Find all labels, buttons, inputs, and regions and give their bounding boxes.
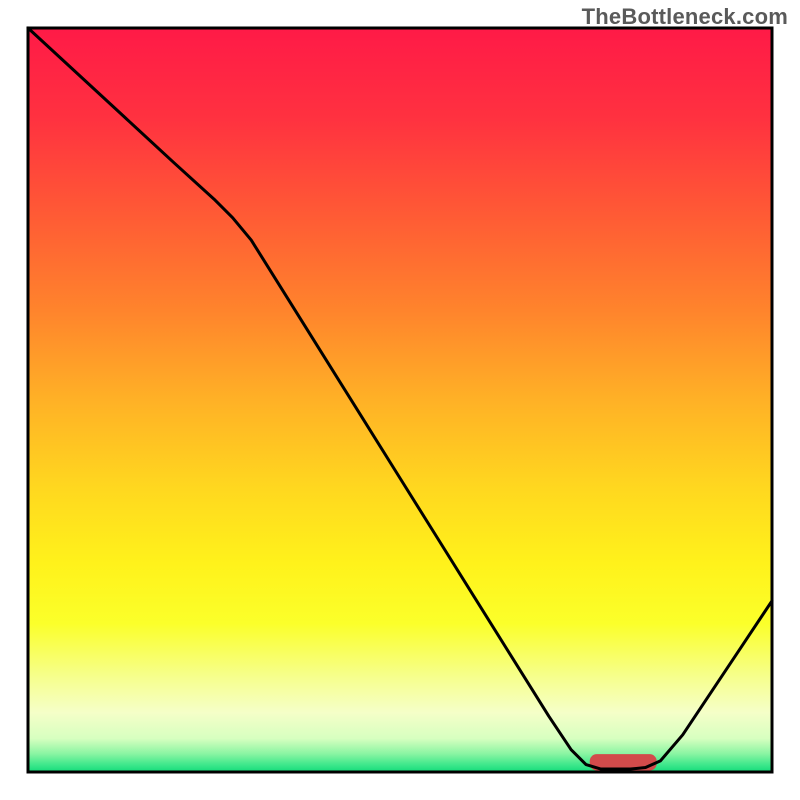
bottleneck-chart <box>0 0 800 800</box>
watermark-text: TheBottleneck.com <box>582 4 788 30</box>
chart-container: TheBottleneck.com <box>0 0 800 800</box>
plot-background <box>28 28 772 772</box>
